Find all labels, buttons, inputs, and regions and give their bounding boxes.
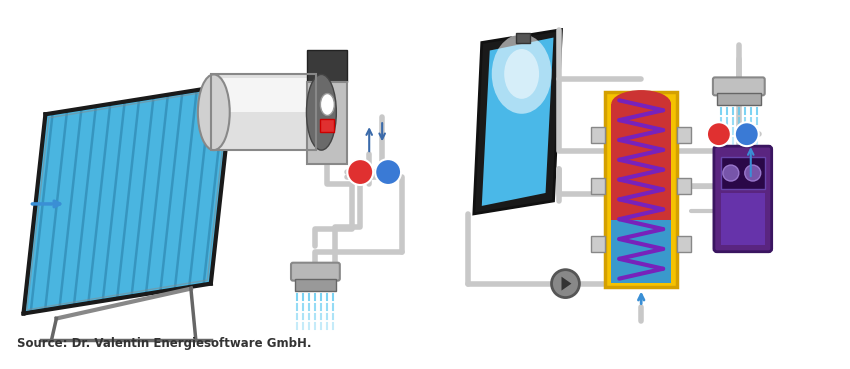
FancyBboxPatch shape — [677, 177, 691, 194]
FancyBboxPatch shape — [714, 146, 772, 252]
Ellipse shape — [308, 72, 345, 153]
Ellipse shape — [611, 90, 671, 118]
FancyBboxPatch shape — [717, 93, 761, 105]
Circle shape — [745, 165, 761, 181]
FancyBboxPatch shape — [592, 236, 605, 252]
Polygon shape — [562, 277, 571, 291]
Circle shape — [707, 122, 731, 146]
Circle shape — [348, 159, 373, 185]
FancyBboxPatch shape — [320, 119, 334, 132]
FancyBboxPatch shape — [713, 77, 765, 95]
FancyBboxPatch shape — [308, 49, 348, 82]
FancyBboxPatch shape — [721, 157, 765, 189]
FancyBboxPatch shape — [721, 193, 765, 245]
FancyBboxPatch shape — [611, 220, 671, 283]
FancyBboxPatch shape — [211, 75, 316, 150]
Polygon shape — [482, 38, 553, 206]
FancyBboxPatch shape — [295, 279, 336, 291]
FancyBboxPatch shape — [516, 32, 530, 42]
FancyBboxPatch shape — [677, 236, 691, 252]
FancyBboxPatch shape — [677, 127, 691, 143]
FancyBboxPatch shape — [605, 92, 677, 287]
Ellipse shape — [492, 34, 552, 114]
FancyBboxPatch shape — [308, 82, 348, 164]
FancyBboxPatch shape — [291, 263, 340, 281]
Circle shape — [722, 165, 739, 181]
Ellipse shape — [504, 49, 539, 99]
Polygon shape — [24, 85, 233, 314]
FancyBboxPatch shape — [211, 78, 316, 112]
FancyBboxPatch shape — [592, 177, 605, 194]
Circle shape — [375, 159, 401, 185]
Ellipse shape — [320, 94, 334, 115]
FancyBboxPatch shape — [592, 127, 605, 143]
Polygon shape — [473, 30, 562, 214]
Circle shape — [552, 270, 580, 297]
Ellipse shape — [198, 75, 230, 150]
FancyBboxPatch shape — [611, 104, 671, 220]
Ellipse shape — [307, 75, 337, 150]
Text: Source: Dr. Valentin Energiesoftware GmbH.: Source: Dr. Valentin Energiesoftware Gmb… — [16, 337, 311, 351]
Circle shape — [735, 122, 759, 146]
